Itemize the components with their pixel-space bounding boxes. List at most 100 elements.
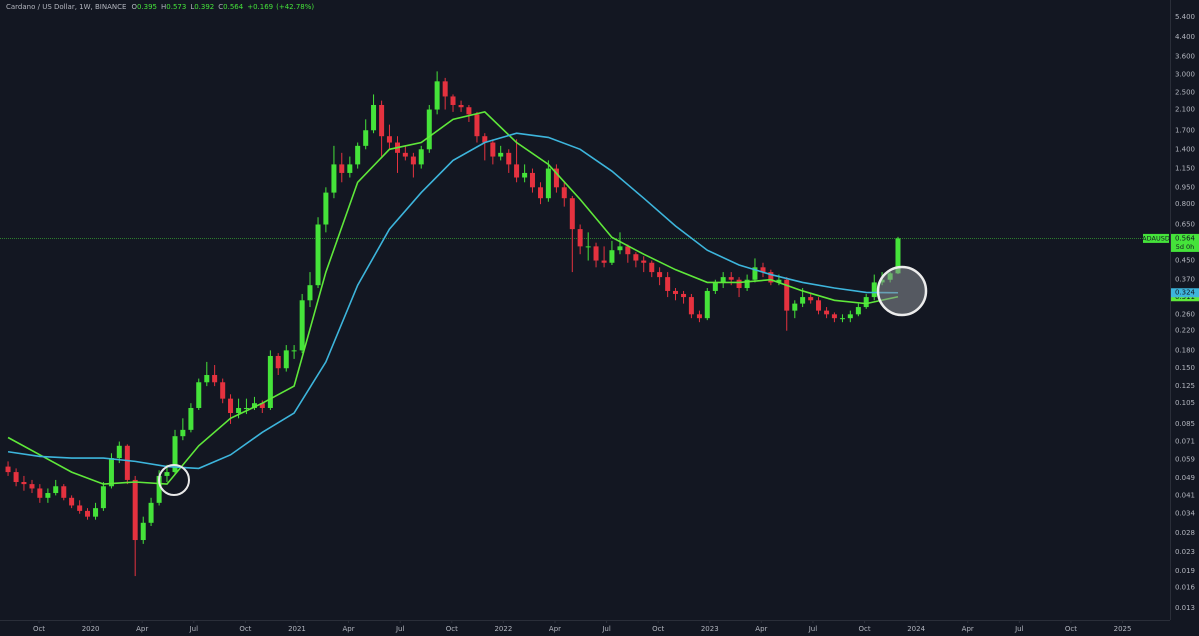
candle [386, 124, 392, 150]
countdown-label: 5d 0h [1176, 243, 1195, 251]
x-tick-label: Oct [239, 625, 251, 633]
y-tick-label: 0.034 [1175, 510, 1196, 518]
header: Cardano / US Dollar, 1W, BINANCE O0.395 H0… [6, 3, 314, 11]
candle-body [156, 475, 162, 503]
y-tick-label: 3.000 [1175, 71, 1195, 79]
candle [339, 152, 345, 183]
candle [657, 267, 663, 286]
candle [863, 293, 869, 309]
candle-body [744, 279, 750, 289]
candle-body [466, 107, 472, 115]
candle [347, 156, 353, 178]
y-tick-label: 0.450 [1175, 257, 1195, 265]
candle-body [665, 277, 671, 291]
candle-body [5, 466, 11, 473]
x-tick-label: 2020 [82, 625, 100, 633]
candle-body [402, 152, 408, 157]
candle [514, 139, 520, 183]
candle [442, 77, 448, 110]
candle [808, 293, 814, 304]
candle-body [553, 168, 559, 188]
candle-body [895, 238, 901, 274]
candle-body [792, 303, 798, 311]
x-tick-label: Apr [136, 625, 148, 633]
candle [704, 288, 710, 321]
candle-body [657, 272, 663, 278]
candle-body [768, 272, 774, 283]
candle-body [100, 486, 106, 509]
candle [681, 290, 687, 304]
y-tick-label: 0.220 [1175, 327, 1195, 335]
last-price-label: 0.564 [1175, 234, 1196, 242]
candle [148, 497, 154, 527]
candle [402, 145, 408, 161]
change-value: +0.169 [247, 3, 273, 11]
candle-body [188, 407, 194, 430]
candle-body [506, 152, 512, 165]
ohlc-value: 0.564 [223, 3, 244, 11]
candle-body [347, 164, 353, 173]
candle-body [386, 136, 392, 143]
y-tick-label: 0.800 [1175, 200, 1195, 208]
candle [323, 187, 329, 233]
candle [283, 345, 289, 372]
candle-body [561, 187, 567, 199]
candle [561, 182, 567, 207]
ohlc-label: O [131, 3, 137, 11]
candle [816, 297, 822, 315]
x-tick-label: 2021 [288, 625, 306, 633]
candle [61, 484, 67, 501]
candle-body [577, 229, 583, 247]
candle [506, 149, 512, 173]
candle-body [132, 479, 138, 541]
candle-body [291, 350, 297, 352]
candle-body [688, 297, 694, 315]
candle [673, 288, 679, 301]
candle-body [450, 96, 456, 105]
moving-average-line [7, 111, 899, 485]
candle-body [545, 168, 551, 199]
candle-body [434, 81, 440, 110]
candle [426, 104, 432, 153]
candle [291, 345, 297, 359]
candle-body [236, 407, 242, 414]
candle [498, 145, 504, 161]
candle [275, 353, 281, 376]
candle-body [355, 145, 361, 165]
candle [188, 403, 194, 433]
candle-body [529, 172, 535, 188]
candle-body [204, 375, 210, 383]
axes: 5.400 4.400 3.600 3.000 2.500 2.100 1.700 1.400… [33, 13, 1199, 633]
y-tick-label: 0.650 [1175, 221, 1195, 229]
candle [196, 378, 202, 410]
candle-body [148, 502, 154, 523]
candle [824, 307, 830, 319]
candle [736, 277, 742, 298]
candle-body [649, 262, 655, 273]
candle [371, 94, 377, 134]
candle-body [283, 350, 289, 369]
candle [831, 312, 837, 323]
x-tick-label: Jul [601, 625, 611, 633]
candle-body [172, 436, 178, 473]
candle-body [299, 300, 305, 351]
candle [577, 224, 583, 255]
candle-body [259, 403, 265, 408]
y-tick-label: 0.150 [1175, 364, 1195, 372]
x-tick-label: Jul [189, 625, 199, 633]
candle [418, 145, 424, 169]
candle-body [164, 472, 170, 476]
candle [744, 274, 750, 291]
y-tick-label: 0.059 [1175, 456, 1195, 464]
candle [45, 488, 51, 503]
candle-body [61, 486, 67, 498]
candle-body [498, 152, 504, 157]
candle-body [53, 486, 59, 494]
ohlc-value: 0.392 [194, 3, 214, 11]
x-tick-label: Oct [446, 625, 458, 633]
candle [569, 195, 575, 273]
candle [529, 168, 535, 193]
candle-body [307, 285, 313, 301]
